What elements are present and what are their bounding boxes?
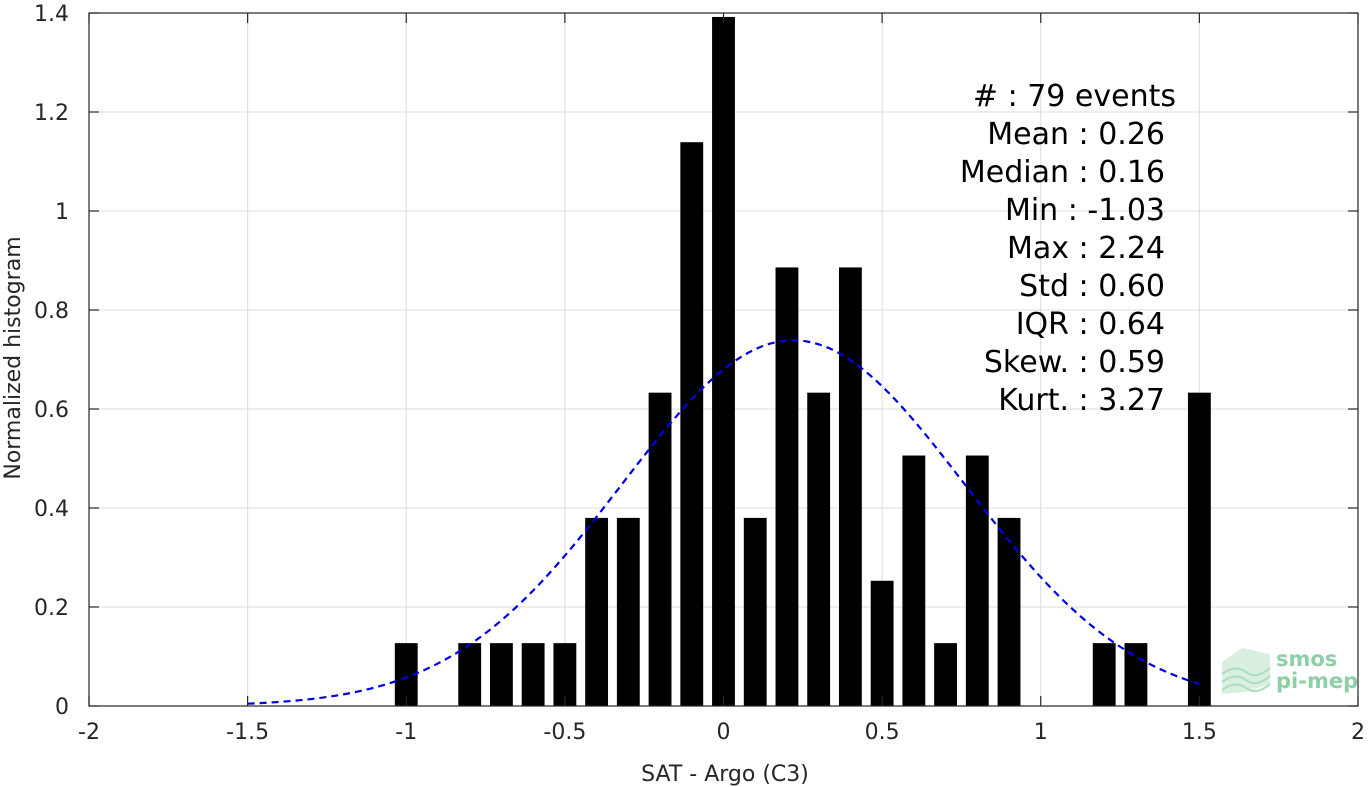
x-tick-label: 1.5 (1182, 720, 1217, 745)
stat-line: Kurt. : 3.27 (998, 383, 1165, 418)
histogram-bar (458, 643, 482, 706)
y-tick-label: 0.4 (34, 497, 69, 522)
x-tick-label: 1 (1034, 720, 1048, 745)
histogram-bar (965, 455, 989, 706)
x-tick-labels: -2 -1.5 -1 -0.5 0 0.5 1 1.5 2 (78, 720, 1365, 745)
x-tick-label: -2 (78, 720, 100, 745)
y-tick-label: 1.4 (34, 2, 69, 27)
histogram-bar (934, 643, 957, 706)
y-tick-label: 1.2 (34, 101, 69, 126)
histogram-bar (902, 455, 926, 706)
histogram-bar (490, 643, 513, 706)
histogram-bar (838, 267, 862, 706)
histogram-bar (553, 643, 577, 706)
histogram-bar (1092, 643, 1116, 706)
stat-line: Std : 0.60 (1019, 269, 1165, 304)
histogram-bar (997, 517, 1021, 706)
normal-fit-curve (247, 339, 1200, 705)
stat-line: # : 79 events (973, 79, 1176, 114)
histogram-bars (394, 16, 1211, 706)
x-tick-label: 0.5 (865, 720, 900, 745)
stat-line: Skew. : 0.59 (984, 345, 1165, 380)
histogram-bar (394, 643, 418, 706)
stat-line: Median : 0.16 (960, 155, 1165, 190)
histogram-bar (712, 16, 735, 706)
y-tick-label: 0.6 (34, 398, 69, 423)
histogram-bar (648, 392, 672, 706)
y-tick-label: 0 (55, 695, 69, 720)
y-tick-label: 0.8 (34, 299, 69, 324)
histogram-bar (521, 643, 545, 706)
stat-line: Mean : 0.26 (987, 117, 1165, 152)
y-tick-labels: 0 0.2 0.4 0.6 0.8 1 1.2 1.4 (34, 2, 69, 720)
y-tick-label: 1 (55, 200, 69, 225)
stat-line: Min : -1.03 (1005, 193, 1165, 228)
histogram-bar (1187, 392, 1211, 706)
logo-text-pi-mep: pi-mep (1276, 669, 1358, 693)
x-tick-label: -1 (395, 720, 417, 745)
histogram-bar (585, 517, 609, 706)
x-tick-label: -0.5 (543, 720, 586, 745)
x-tick-label: 2 (1351, 720, 1365, 745)
y-axis-label: Normalized histogram (1, 236, 26, 479)
histogram-bar (870, 580, 894, 706)
histogram-bar (616, 517, 640, 706)
y-tick-label: 0.2 (34, 596, 69, 621)
smos-pi-mep-logo: smos pi-mep (1221, 647, 1358, 694)
logo-text-smos: smos (1276, 647, 1337, 671)
x-tick-label: 0 (717, 720, 731, 745)
stat-line: Max : 2.24 (1007, 231, 1165, 266)
x-axis-label: SAT - Argo (C3) (641, 762, 809, 787)
histogram-bar (807, 392, 831, 706)
histogram-bar (775, 267, 799, 706)
stat-line: IQR : 0.64 (1016, 307, 1165, 342)
x-tick-label: -1.5 (226, 720, 269, 745)
wave-logo-icon (1221, 648, 1271, 694)
histogram-bar (743, 517, 767, 706)
axis-ticks (88, 12, 1359, 707)
histogram-bar (680, 142, 704, 706)
